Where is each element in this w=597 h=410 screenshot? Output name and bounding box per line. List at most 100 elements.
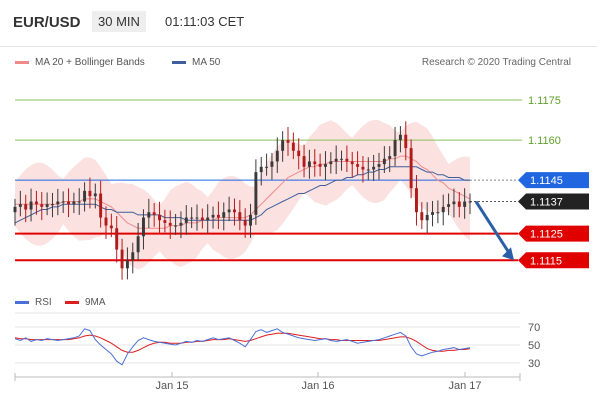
candle-body (393, 140, 397, 157)
candle-body (291, 142, 295, 151)
candle-body (83, 190, 87, 202)
candle-body (88, 190, 92, 197)
ma20-line (15, 155, 471, 229)
timestamp: 01:11:03 CET (165, 14, 245, 29)
ma9-label: 9MA (85, 297, 106, 308)
candle-body (227, 209, 231, 213)
candle-body (232, 209, 236, 213)
candle-body (345, 158, 349, 162)
ma20-label: MA 20 + Bollinger Bands (35, 57, 145, 68)
price-levels: 1.1175 1.1160 1.1145 1.1137 1.1125 1.1115 (15, 95, 589, 269)
candle-body (184, 217, 188, 223)
forecast-shaft (474, 200, 512, 256)
candle-body (318, 164, 322, 167)
candle-body (158, 214, 162, 221)
candle-body (377, 164, 381, 167)
candle-body (163, 220, 167, 223)
candle-body (313, 161, 317, 165)
candle-body (195, 217, 199, 219)
candle-body (152, 212, 156, 215)
candle-body (366, 169, 370, 171)
moving-averages (14, 155, 471, 229)
candle-body (356, 164, 360, 167)
candle-body (72, 201, 76, 205)
candle-body (297, 150, 301, 157)
level-label: 1.1125 (530, 229, 563, 241)
candle-body (388, 156, 392, 159)
candle-body (104, 217, 108, 226)
candle-body (270, 161, 274, 167)
candlesticks (13, 121, 472, 280)
candle-body (307, 161, 311, 167)
candle-body (340, 158, 344, 160)
candle-body (93, 193, 97, 197)
candle-body (414, 188, 418, 213)
candle-body (457, 201, 461, 207)
candle-body (323, 164, 327, 167)
legend-9ma: 9MA (65, 297, 106, 308)
candle-body (420, 212, 424, 221)
ma50-label: MA 50 (192, 57, 221, 68)
last-price-tag (518, 193, 589, 210)
candle-body (99, 193, 103, 218)
candle-body (13, 206, 17, 213)
candle-body (431, 212, 435, 215)
legend-ma20: MA 20 + Bollinger Bands (15, 57, 145, 68)
time-axis: Jan 15 Jan 16 Jan 17 (14, 372, 521, 392)
rsi-label: RSI (35, 297, 52, 308)
candle-body (329, 161, 333, 165)
currency-pair-title: EUR/USD (13, 14, 81, 31)
ma50-swatch (172, 61, 186, 64)
ma50-line (14, 166, 470, 224)
level-label: 1.1175 (528, 95, 561, 107)
candle-body (216, 214, 220, 218)
support-tag (518, 252, 589, 269)
candle-body (109, 225, 113, 229)
candle-body (265, 166, 269, 168)
candle-body (409, 148, 413, 189)
rsi-line (14, 328, 471, 366)
candle-body (61, 201, 65, 203)
level-label: 1.1145 (530, 175, 563, 187)
candle-body (200, 217, 204, 221)
candle-body (286, 140, 290, 143)
level-label: 1.1115 (530, 255, 562, 267)
candle-body (211, 214, 215, 218)
candle-body (136, 236, 140, 253)
candle-body (447, 204, 451, 207)
rsi-tick-label: 50 (528, 340, 540, 352)
rsi-swatch (15, 301, 29, 304)
candle-body (174, 225, 178, 227)
candle-body (29, 201, 33, 210)
candle-body (350, 161, 354, 165)
candle-body (56, 201, 60, 205)
research-credit: Research © 2020 Trading Central (421, 57, 571, 68)
support-tag (518, 225, 589, 242)
candle-body (147, 212, 151, 218)
level-label: 1.1137 (530, 197, 563, 209)
x-tick-label: Jan 16 (301, 380, 334, 392)
candle-body (382, 158, 386, 165)
candle-body (40, 204, 44, 207)
rsi-tick-label: 30 (528, 358, 540, 370)
candle-body (302, 156, 306, 167)
candle-body (238, 212, 242, 221)
candle-body (436, 212, 440, 214)
pivot-tag (518, 172, 589, 189)
forecast-arrow (474, 200, 514, 261)
legend-rsi: RSI (15, 297, 52, 308)
x-tick-label: Jan 15 (155, 380, 188, 392)
candle-body (468, 201, 472, 203)
candle-body (24, 204, 28, 210)
candle-body (372, 166, 376, 170)
forecast-head (502, 247, 514, 261)
ma9-swatch (65, 301, 79, 304)
rsi-tick-label: 70 (528, 322, 540, 334)
bollinger-band-area (15, 119, 470, 270)
bollinger-bands (15, 119, 470, 270)
candle-body (452, 201, 456, 205)
candle-body (125, 260, 129, 269)
candle-body (275, 150, 279, 162)
timeframe-selector[interactable]: 30 MIN (92, 11, 146, 32)
